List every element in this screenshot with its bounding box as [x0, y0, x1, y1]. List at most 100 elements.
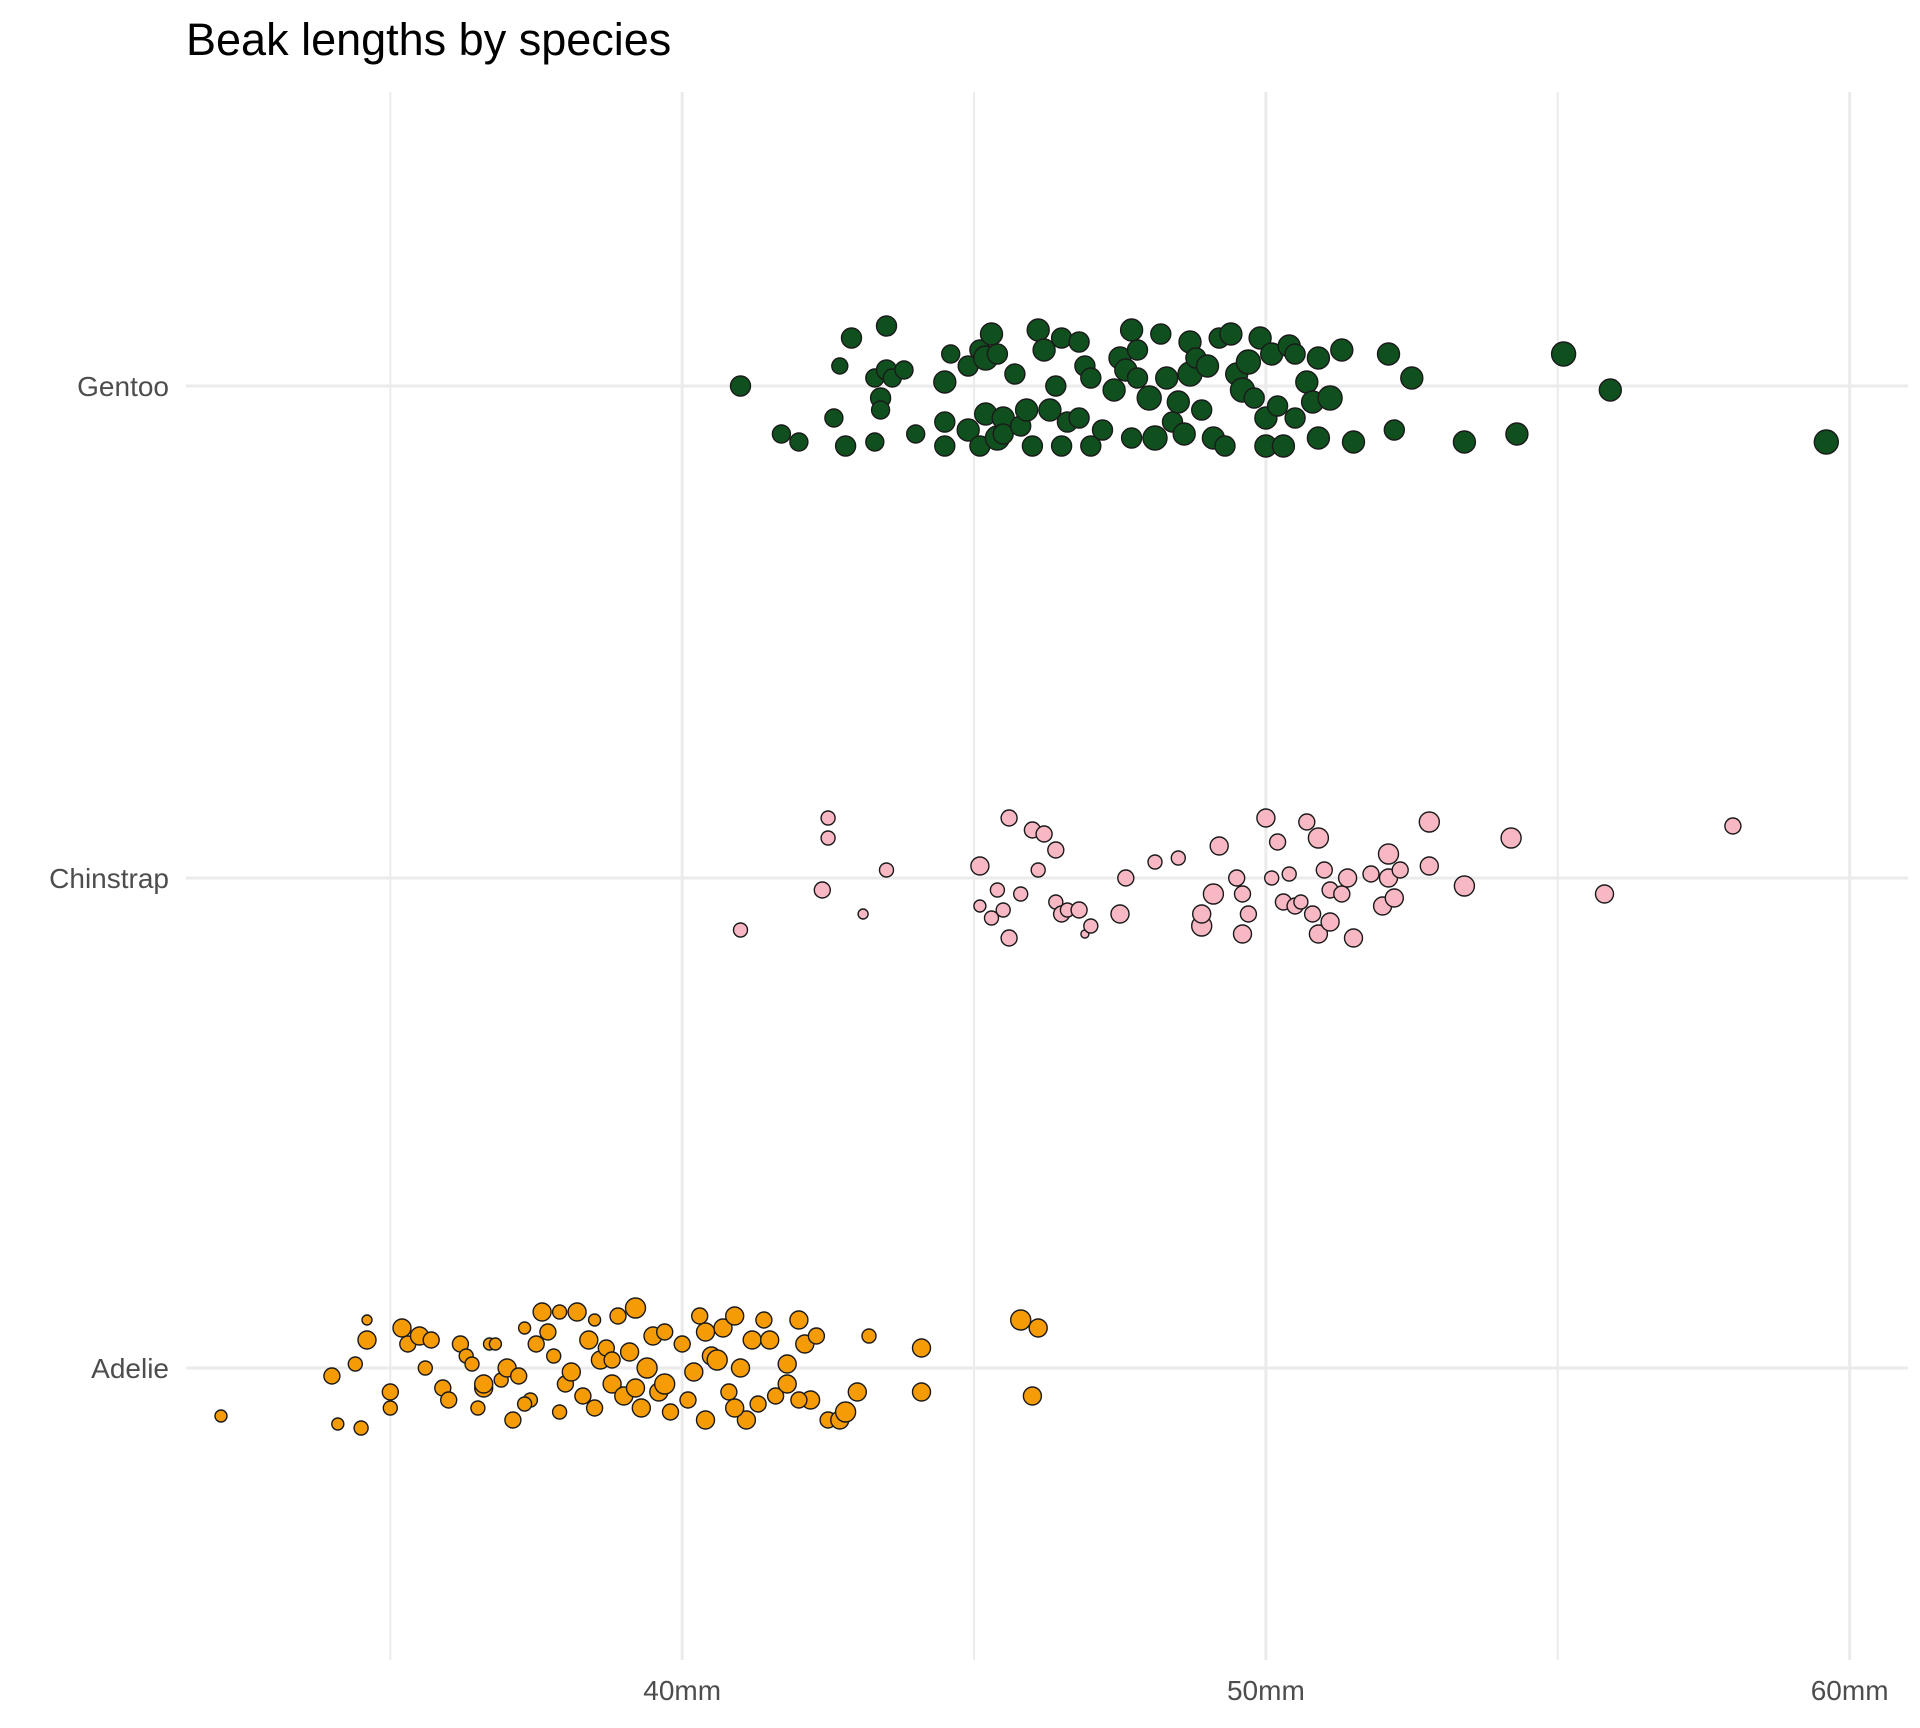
data-point-chinstrap — [1268, 833, 1287, 851]
data-point-gentoo — [1080, 367, 1102, 389]
data-point-adelie — [695, 1410, 716, 1430]
data-point-adelie — [631, 1398, 651, 1418]
data-point-gentoo — [1190, 399, 1213, 421]
data-point-chinstrap — [813, 881, 831, 899]
data-point-gentoo — [1271, 434, 1296, 458]
data-point-chinstrap — [1384, 888, 1405, 908]
data-point-gentoo — [1026, 318, 1050, 342]
data-point-adelie — [749, 1395, 767, 1413]
data-point-gentoo — [1154, 366, 1179, 390]
data-point-adelie — [551, 1304, 568, 1320]
data-point-chinstrap — [1209, 836, 1229, 856]
data-point-adelie — [636, 1357, 658, 1379]
data-point-chinstrap — [1453, 875, 1476, 897]
data-point-gentoo — [1032, 338, 1056, 362]
data-point-adelie — [546, 1348, 562, 1364]
data-point-adelie — [1010, 1309, 1032, 1331]
data-point-adelie — [539, 1323, 557, 1341]
data-point-adelie — [730, 1358, 751, 1378]
data-point-adelie — [777, 1354, 797, 1374]
data-point-adelie — [609, 1307, 627, 1325]
data-point-chinstrap — [1000, 929, 1018, 947]
data-point-adelie — [1022, 1386, 1043, 1406]
data-point-gentoo — [941, 344, 961, 364]
data-point-chinstrap — [1232, 924, 1253, 944]
data-point-adelie — [440, 1391, 458, 1409]
data-point-gentoo — [1383, 419, 1406, 441]
data-point-chinstrap — [1419, 856, 1440, 876]
data-point-adelie — [619, 1342, 640, 1362]
chart-title: Beak lengths by species — [186, 14, 672, 65]
data-point-chinstrap — [1147, 854, 1163, 870]
data-point-gentoo — [875, 315, 898, 337]
data-point-adelie — [579, 1330, 599, 1350]
data-point-gentoo — [1126, 367, 1149, 389]
data-point-gentoo — [1080, 435, 1102, 457]
data-point-gentoo — [1142, 425, 1168, 451]
data-point-gentoo — [1235, 349, 1262, 375]
data-point-adelie — [789, 1310, 809, 1330]
y-tick-label-gentoo: Gentoo — [77, 371, 169, 402]
data-point-gentoo — [1505, 422, 1529, 446]
data-point-adelie — [807, 1327, 826, 1345]
data-point-adelie — [625, 1378, 646, 1398]
data-point-chinstrap — [1202, 883, 1225, 905]
data-point-chinstrap — [1047, 841, 1065, 859]
data-point-adelie — [706, 1349, 728, 1371]
data-point-adelie — [834, 1401, 857, 1423]
data-point-gentoo — [1330, 338, 1354, 362]
data-point-adelie — [760, 1330, 780, 1350]
data-point-gentoo — [934, 435, 956, 457]
data-point-gentoo — [1306, 426, 1331, 450]
data-point-gentoo — [894, 360, 914, 380]
y-axis-tick-labels: Adelie Chinstrap Gentoo — [49, 371, 169, 1384]
data-point-chinstrap — [820, 830, 836, 846]
data-point-chinstrap — [1239, 905, 1258, 923]
data-point-gentoo — [834, 435, 857, 457]
data-point-adelie — [323, 1367, 341, 1385]
data-point-gentoo — [1050, 327, 1073, 349]
data-point-gentoo — [934, 411, 956, 433]
data-point-adelie — [357, 1330, 377, 1350]
data-points — [214, 315, 1840, 1436]
data-point-gentoo — [1021, 435, 1044, 457]
data-point-adelie — [603, 1351, 621, 1369]
data-point-gentoo — [840, 327, 863, 349]
data-point-gentoo — [1150, 323, 1172, 345]
x-tick-label: 40mm — [643, 1675, 721, 1706]
data-point-gentoo — [1166, 390, 1191, 414]
data-point-adelie — [532, 1302, 552, 1322]
data-point-chinstrap — [1391, 861, 1409, 879]
data-point-adelie — [551, 1404, 568, 1420]
data-point-chinstrap — [1343, 928, 1364, 948]
data-point-gentoo — [956, 418, 980, 442]
data-point-adelie — [574, 1387, 592, 1405]
data-point-chinstrap — [1337, 868, 1358, 888]
data-point-gentoo — [1813, 429, 1840, 455]
data-point-chinstrap — [1418, 811, 1441, 833]
data-point-chinstrap — [732, 922, 749, 938]
data-point-adelie — [720, 1383, 738, 1401]
data-point-gentoo — [865, 432, 885, 452]
data-point-gentoo — [729, 375, 752, 397]
data-point-adelie — [417, 1360, 433, 1376]
data-point-adelie — [331, 1417, 345, 1431]
data-point-gentoo — [979, 322, 1004, 346]
data-point-adelie — [517, 1321, 532, 1335]
data-point-adelie — [567, 1302, 587, 1322]
data-point-gentoo — [1284, 343, 1306, 365]
data-point-gentoo — [1195, 354, 1220, 378]
data-point-gentoo — [1068, 331, 1090, 353]
data-point-adelie — [656, 1323, 674, 1341]
data-point-gentoo — [1219, 322, 1243, 346]
data-point-gentoo — [1550, 341, 1577, 367]
data-point-adelie — [624, 1297, 647, 1319]
data-point-gentoo — [1136, 385, 1162, 411]
data-point-adelie — [602, 1374, 622, 1394]
data-point-gentoo — [1243, 387, 1265, 409]
data-point-chinstrap — [820, 810, 836, 826]
data-point-adelie — [585, 1399, 604, 1417]
data-point-adelie — [422, 1331, 440, 1349]
data-point-adelie — [790, 1391, 808, 1409]
data-point-gentoo — [1045, 375, 1067, 397]
